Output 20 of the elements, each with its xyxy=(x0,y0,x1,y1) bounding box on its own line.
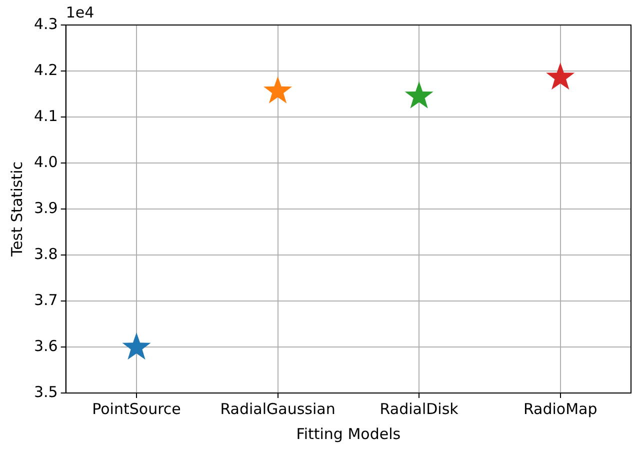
y-tick-label: 3.7 xyxy=(34,290,58,309)
x-tick-label: RadialGaussian xyxy=(220,400,336,418)
point xyxy=(264,76,292,104)
x-tick-label: PointSource xyxy=(92,400,181,418)
y-tick-label: 3.9 xyxy=(34,198,58,217)
x-tick-label: RadialDisk xyxy=(380,400,459,418)
point xyxy=(122,332,151,360)
y-tick-label: 4.0 xyxy=(34,152,58,171)
y-tick-label: 4.2 xyxy=(34,60,58,79)
x-axis-title: Fitting Models xyxy=(296,424,401,443)
point xyxy=(404,81,434,108)
y-tick-label: 4.3 xyxy=(34,14,58,33)
point xyxy=(546,62,575,90)
text: 1e4 xyxy=(66,3,94,22)
y-tick-label: 3.6 xyxy=(34,336,58,355)
y-tick-label: 3.5 xyxy=(34,382,58,401)
y-tick-label: 4.1 xyxy=(34,106,58,125)
y-axis-title: Test Statistic xyxy=(8,161,26,258)
y-tick-label: 3.8 xyxy=(34,244,58,263)
x-tick-label: RadioMap xyxy=(523,400,598,418)
